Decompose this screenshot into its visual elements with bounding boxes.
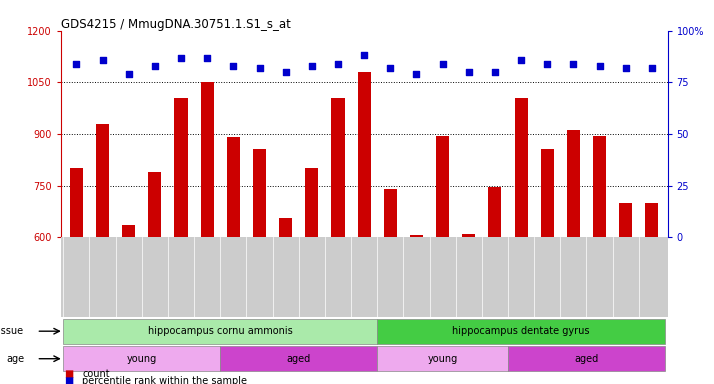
Point bbox=[568, 61, 579, 67]
Text: young: young bbox=[126, 354, 157, 364]
Point bbox=[411, 71, 422, 77]
Bar bbox=[377, 319, 665, 344]
Point bbox=[646, 65, 658, 71]
Text: young: young bbox=[428, 354, 458, 364]
Point bbox=[201, 55, 213, 61]
Bar bbox=[410, 235, 423, 237]
Point bbox=[358, 53, 370, 59]
Point bbox=[176, 55, 187, 61]
Text: age: age bbox=[6, 354, 24, 364]
Point bbox=[620, 65, 631, 71]
Text: GDS4215 / MmugDNA.30751.1.S1_s_at: GDS4215 / MmugDNA.30751.1.S1_s_at bbox=[61, 18, 291, 31]
Point bbox=[306, 63, 318, 69]
Point bbox=[149, 63, 161, 69]
Bar bbox=[619, 203, 633, 237]
Bar bbox=[64, 319, 377, 344]
Text: percentile rank within the sample: percentile rank within the sample bbox=[82, 376, 247, 384]
Bar bbox=[227, 137, 240, 237]
Bar bbox=[64, 346, 220, 371]
Point bbox=[489, 69, 501, 75]
Bar bbox=[279, 218, 292, 237]
Point bbox=[516, 56, 527, 63]
Bar bbox=[462, 234, 476, 237]
Point bbox=[253, 65, 265, 71]
Point bbox=[71, 61, 82, 67]
Text: ■: ■ bbox=[64, 369, 74, 379]
Point bbox=[463, 69, 475, 75]
Text: aged: aged bbox=[286, 354, 311, 364]
Point bbox=[97, 56, 109, 63]
Bar bbox=[96, 124, 109, 237]
Bar bbox=[70, 168, 83, 237]
Bar bbox=[383, 189, 397, 237]
Point bbox=[385, 65, 396, 71]
Bar bbox=[253, 149, 266, 237]
Point bbox=[437, 61, 448, 67]
Bar bbox=[593, 136, 606, 237]
Point bbox=[332, 61, 343, 67]
Bar bbox=[122, 225, 135, 237]
Bar bbox=[508, 346, 665, 371]
Point bbox=[280, 69, 291, 75]
Bar bbox=[220, 346, 377, 371]
Bar bbox=[358, 72, 371, 237]
Point bbox=[123, 71, 134, 77]
Text: ■: ■ bbox=[64, 376, 74, 384]
Text: hippocampus cornu ammonis: hippocampus cornu ammonis bbox=[148, 326, 293, 336]
Bar bbox=[201, 82, 213, 237]
Bar bbox=[306, 168, 318, 237]
Bar bbox=[174, 98, 188, 237]
Bar bbox=[567, 131, 580, 237]
Bar bbox=[149, 172, 161, 237]
Text: aged: aged bbox=[574, 354, 598, 364]
Bar bbox=[331, 98, 345, 237]
Bar bbox=[377, 346, 508, 371]
Bar bbox=[645, 203, 658, 237]
Bar bbox=[515, 98, 528, 237]
Bar bbox=[436, 136, 449, 237]
Point bbox=[594, 63, 605, 69]
Point bbox=[228, 63, 239, 69]
Text: tissue: tissue bbox=[0, 326, 24, 336]
Text: hippocampus dentate gyrus: hippocampus dentate gyrus bbox=[453, 326, 590, 336]
Bar bbox=[488, 187, 501, 237]
Text: count: count bbox=[82, 369, 110, 379]
Point bbox=[541, 61, 553, 67]
Bar bbox=[540, 149, 554, 237]
